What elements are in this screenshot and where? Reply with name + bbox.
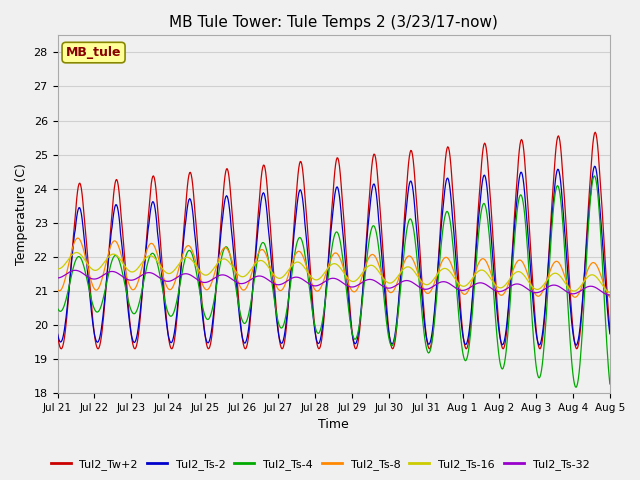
Text: MB_tule: MB_tule: [66, 46, 122, 59]
Legend: Tul2_Tw+2, Tul2_Ts-2, Tul2_Ts-4, Tul2_Ts-8, Tul2_Ts-16, Tul2_Ts-32: Tul2_Tw+2, Tul2_Ts-2, Tul2_Ts-4, Tul2_Ts…: [46, 455, 594, 474]
Title: MB Tule Tower: Tule Temps 2 (3/23/17-now): MB Tule Tower: Tule Temps 2 (3/23/17-now…: [169, 15, 498, 30]
Y-axis label: Temperature (C): Temperature (C): [15, 163, 28, 265]
X-axis label: Time: Time: [318, 419, 349, 432]
